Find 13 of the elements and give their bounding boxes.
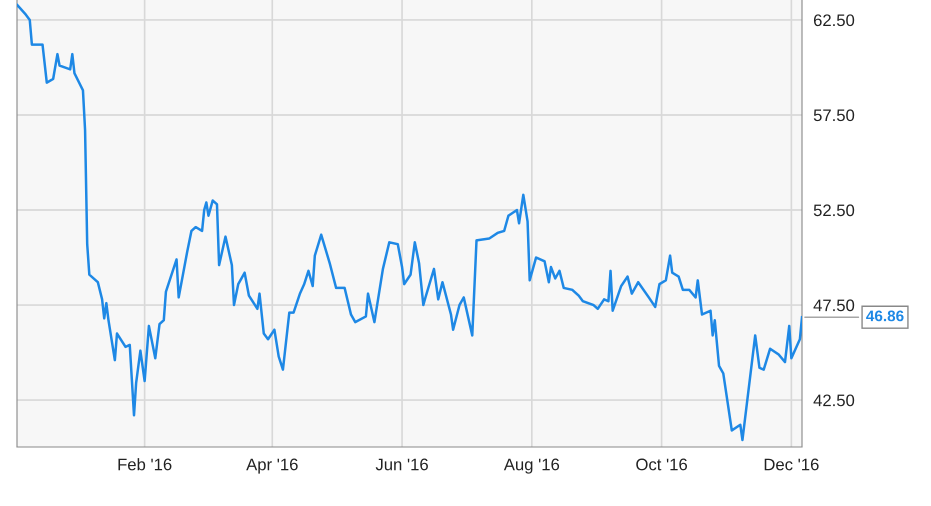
x-tick-label: Aug '16: [504, 458, 560, 474]
x-tick-label: Apr '16: [246, 458, 298, 474]
y-tick-label: 52.50: [814, 204, 854, 216]
x-tick-label: Feb '16: [118, 458, 172, 470]
line-series: [17, 4, 802, 442]
x-tick-label: Jun '16: [376, 458, 428, 470]
annotation: 46.86: [866, 310, 904, 322]
y-tick-label: 42.50: [813, 394, 854, 406]
y-tick-label: 57.50: [814, 109, 854, 122]
y-tick-label: 62.50: [814, 14, 854, 26]
y-tick-label: 47.50: [813, 299, 854, 312]
x-tick-label: Dec '16: [764, 458, 819, 470]
x-tick-label: Oct '16: [636, 458, 687, 470]
